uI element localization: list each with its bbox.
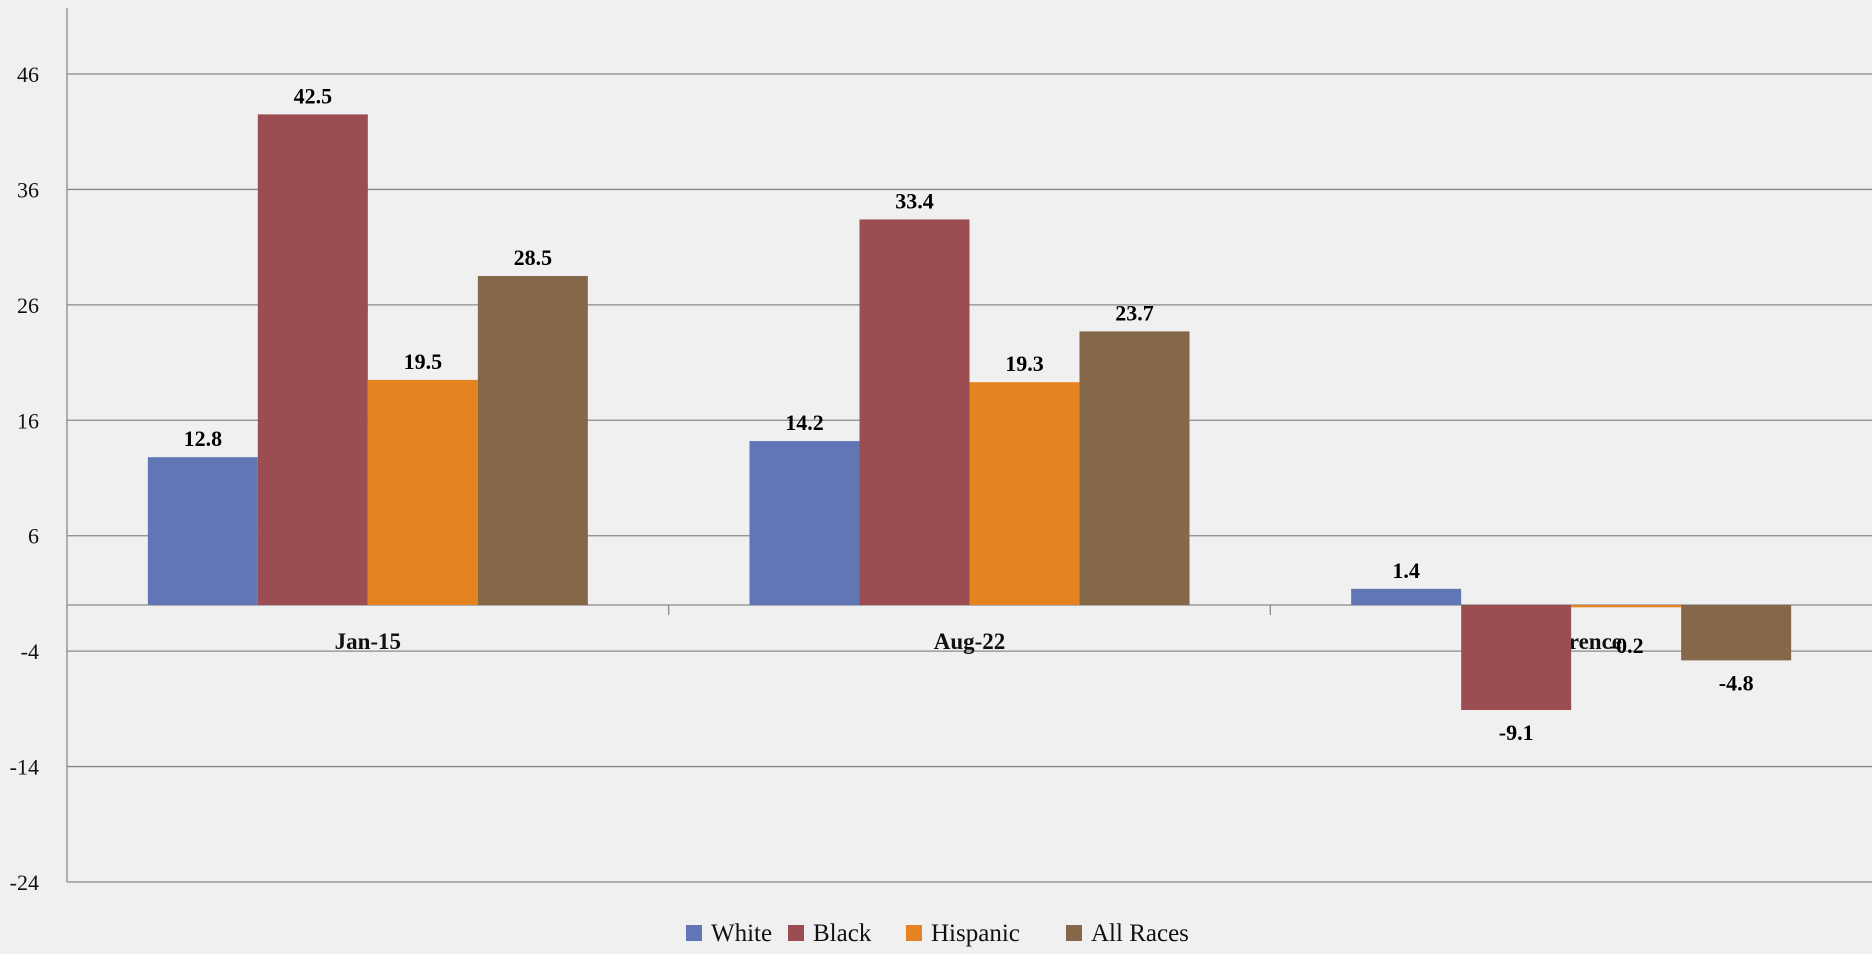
- legend-swatch: [788, 925, 804, 941]
- legend-item: All Races: [1066, 920, 1189, 947]
- bar: [1571, 604, 1682, 608]
- y-tick-label: 6: [28, 524, 39, 549]
- data-label: 12.8: [184, 426, 223, 451]
- bar: [1681, 604, 1792, 661]
- data-label: -9.1: [1499, 720, 1534, 745]
- data-label: 28.5: [514, 245, 553, 270]
- data-label: -0.2: [1609, 633, 1644, 658]
- legend-swatch: [906, 925, 922, 941]
- legend-label: All Races: [1091, 920, 1189, 947]
- bar: [367, 379, 478, 605]
- legend-item: White: [686, 920, 772, 947]
- data-labels: 12.8 42.5 19.5 28.5 14.2 33.4 19.3 23.7 1.4 -9.1 -…: [184, 83, 1754, 745]
- legend-label: Hispanic: [931, 920, 1020, 947]
- x-category-label: Jan-15: [335, 629, 401, 654]
- y-tick-label: 26: [17, 293, 39, 318]
- y-tick-label: -4: [21, 639, 39, 664]
- bar: [147, 457, 258, 605]
- legend-swatch: [686, 925, 702, 941]
- y-tick-label: -24: [10, 870, 39, 895]
- y-tick-label: 46: [17, 62, 39, 87]
- bar: [1351, 588, 1462, 605]
- legend-item: Hispanic: [906, 920, 1020, 947]
- y-tick-label: -14: [10, 755, 39, 780]
- y-tick-label: 36: [17, 177, 39, 202]
- legend-item: Black: [788, 920, 872, 947]
- data-label: -4.8: [1719, 670, 1754, 695]
- bar: [969, 382, 1080, 605]
- data-label: 1.4: [1392, 558, 1420, 583]
- data-label: 19.3: [1005, 351, 1044, 376]
- y-tick-label: 16: [17, 408, 39, 433]
- data-label: 42.5: [294, 83, 333, 108]
- legend-swatch: [1066, 925, 1082, 941]
- bar: [1079, 331, 1190, 605]
- data-label: 33.4: [895, 188, 934, 213]
- bar: [477, 276, 588, 605]
- legend: White Black Hispanic All Races: [686, 920, 1189, 947]
- bars: [147, 114, 1792, 711]
- bar: [859, 219, 970, 605]
- x-category-label: Aug-22: [934, 629, 1006, 654]
- legend-label: White: [711, 920, 772, 947]
- bar: [1461, 604, 1572, 711]
- data-label: 23.7: [1115, 300, 1154, 325]
- legend-label: Black: [813, 920, 872, 947]
- data-label: 19.5: [404, 349, 443, 374]
- bar: [257, 114, 368, 605]
- bar: [749, 441, 860, 605]
- data-label: 14.2: [785, 410, 824, 435]
